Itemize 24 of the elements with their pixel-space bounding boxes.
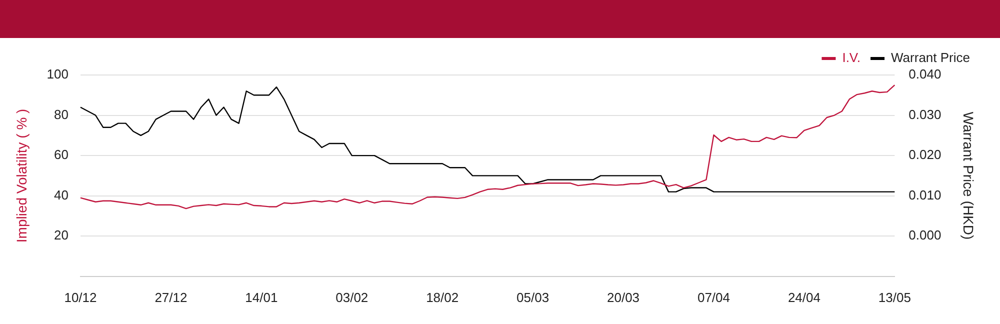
y-axis-title: Implied Volatility ( % ) [13,108,30,243]
x-tick-label: 07/04 [697,290,730,305]
y2-tick-label: 0.020 [908,147,942,162]
x-tick-label: 24/04 [788,290,820,305]
legend-label: I.V. [842,50,861,66]
y2-tick-label: 0.040 [908,66,942,82]
x-tick-label: 13/05 [878,290,911,305]
legend-label: Warrant Price [891,50,970,66]
y-tick-label: 80 [54,106,68,122]
y-tick-label: 20 [54,228,68,243]
y2-tick-label: 0.030 [908,106,942,122]
x-tick-label: 05/03 [516,290,550,305]
y-tick-label: 40 [54,187,68,202]
x-tick-label: 03/02 [336,290,368,305]
y2-axis-title: Warrant Price (HKD) [960,112,977,240]
y2-tick-label: 0.000 [908,228,942,243]
x-tick-label: 14/01 [245,290,278,305]
y-tick-label: 100 [46,66,68,82]
y-tick-label: 60 [54,147,68,162]
x-tick-label: 27/12 [154,290,188,305]
y2-tick-label: 0.010 [908,187,942,202]
x-tick-label: 18/02 [426,290,459,305]
x-tick-label: 20/03 [607,290,640,305]
x-tick-label: 10/12 [64,290,97,305]
